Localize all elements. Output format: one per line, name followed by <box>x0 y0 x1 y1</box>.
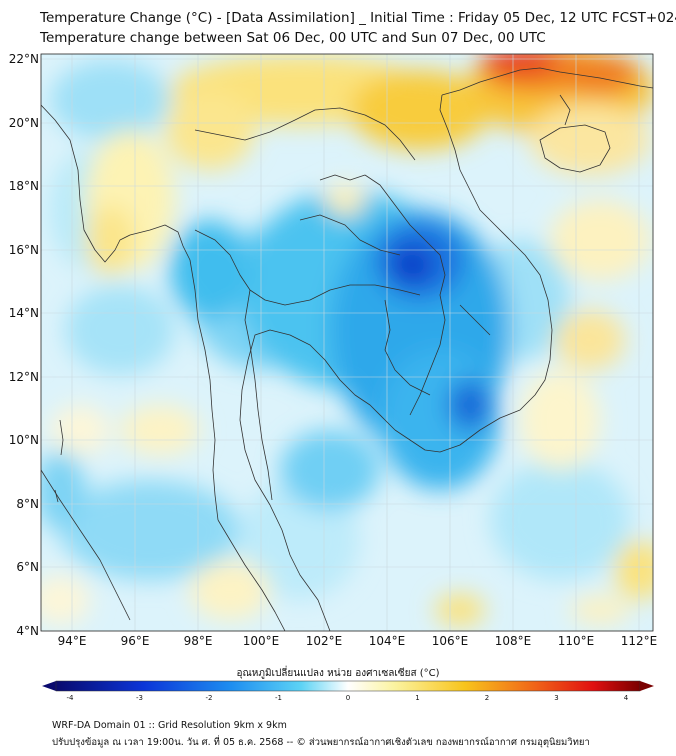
colorbar-tick-label: -3 <box>136 694 143 702</box>
lat-label: 4°N <box>16 624 39 638</box>
map-title: Temperature Change (°C) - [Data Assimila… <box>40 10 676 26</box>
colorbar-max-arrow <box>640 681 654 691</box>
lon-label: 100°E <box>243 634 280 648</box>
update-info: ปรับปรุงข้อมูล ณ เวลา 19:00น. วัน ศ. ที่… <box>52 737 590 748</box>
lon-label: 94°E <box>58 634 87 648</box>
lat-label: 14°N <box>9 306 39 320</box>
colorbar-title: อุณหภูมิเปลี่ยนแปลง หน่วย องศาเซลเซียส (… <box>236 668 440 679</box>
lat-label: 16°N <box>9 243 39 257</box>
temperature-field <box>41 54 653 631</box>
lon-label: 98°E <box>184 634 213 648</box>
colorbar-min-arrow <box>42 681 56 691</box>
lat-label: 18°N <box>9 179 39 193</box>
colorbar-tick-label: -4 <box>67 694 75 702</box>
lon-label: 102°E <box>306 634 343 648</box>
lat-label: 6°N <box>16 560 39 574</box>
anomaly-blobs <box>41 54 653 626</box>
colorbar-tick-label: 1 <box>415 694 419 702</box>
model-info: WRF-DA Domain 01 :: Grid Resolution 9km … <box>52 720 287 731</box>
colorbar-tick-label: -2 <box>206 694 213 702</box>
latitude-labels: 22°N 20°N 18°N 16°N 14°N 12°N 10°N 8°N 6… <box>9 52 39 638</box>
lat-label: 22°N <box>9 52 39 66</box>
lon-label: 110°E <box>558 634 595 648</box>
coastlines <box>41 67 653 631</box>
lon-label: 112°E <box>621 634 658 648</box>
lon-label: 96°E <box>121 634 150 648</box>
colorbar-tick-label: 0 <box>346 694 350 702</box>
lat-label: 12°N <box>9 370 39 384</box>
lon-label: 108°E <box>495 634 532 648</box>
lon-label: 106°E <box>432 634 469 648</box>
map-frame <box>40 53 654 632</box>
colorbar-tick-label: 4 <box>624 694 629 702</box>
map-subtitle: Temperature change between Sat 06 Dec, 0… <box>40 30 546 46</box>
colorbar-tick-label: -1 <box>275 694 282 702</box>
lon-label: 104°E <box>369 634 406 648</box>
colorbar: -4 -3 -2 -1 0 1 2 3 4 <box>42 680 654 702</box>
lat-label: 8°N <box>16 497 39 511</box>
lat-label: 20°N <box>9 116 39 130</box>
colorbar-ticks: -4 -3 -2 -1 0 1 2 3 4 <box>67 694 629 702</box>
lat-label: 10°N <box>9 433 39 447</box>
graticule <box>41 54 653 631</box>
colorbar-tick-label: 2 <box>485 694 489 702</box>
colorbar-tick-label: 3 <box>554 694 558 702</box>
colorbar-bar <box>55 680 641 692</box>
longitude-labels: 94°E 96°E 98°E 100°E 102°E 104°E 106°E 1… <box>58 634 658 648</box>
